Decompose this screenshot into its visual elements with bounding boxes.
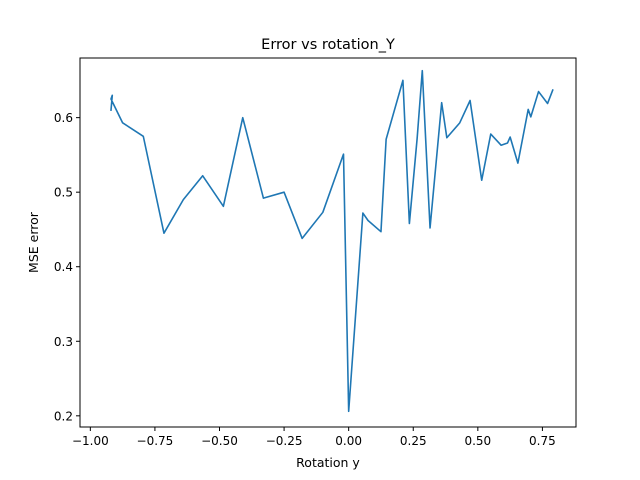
x-tick-label: −0.75 (137, 434, 174, 448)
y-tick-label: 0.5 (54, 186, 73, 200)
plot-layer (110, 69, 554, 413)
x-tick-label: −0.50 (201, 434, 238, 448)
chart-title: Error vs rotation_Y (261, 37, 395, 53)
series-line-0 (110, 69, 554, 413)
y-axis-ticks: 0.2 0.3 0.4 0.5 0.6 (54, 111, 80, 423)
y-axis-label: MSE error (26, 211, 41, 273)
y-tick-label: 0.6 (54, 111, 73, 125)
x-tick-label: −1.00 (72, 434, 109, 448)
x-tick-label: 0.25 (400, 434, 427, 448)
x-axis-label: Rotation y (296, 455, 360, 470)
y-tick-label: 0.3 (54, 335, 73, 349)
x-tick-label: 0.00 (335, 434, 362, 448)
x-tick-label: −0.25 (266, 434, 303, 448)
y-tick-label: 0.2 (54, 409, 73, 423)
x-tick-label: 0.50 (464, 434, 491, 448)
x-tick-label: 0.75 (529, 434, 556, 448)
y-tick-label: 0.4 (54, 260, 73, 274)
x-axis-ticks: −1.00 −0.75 −0.50 −0.25 0.00 0.25 0.50 0.75 (72, 427, 556, 448)
plot-area-frame (79, 57, 577, 428)
